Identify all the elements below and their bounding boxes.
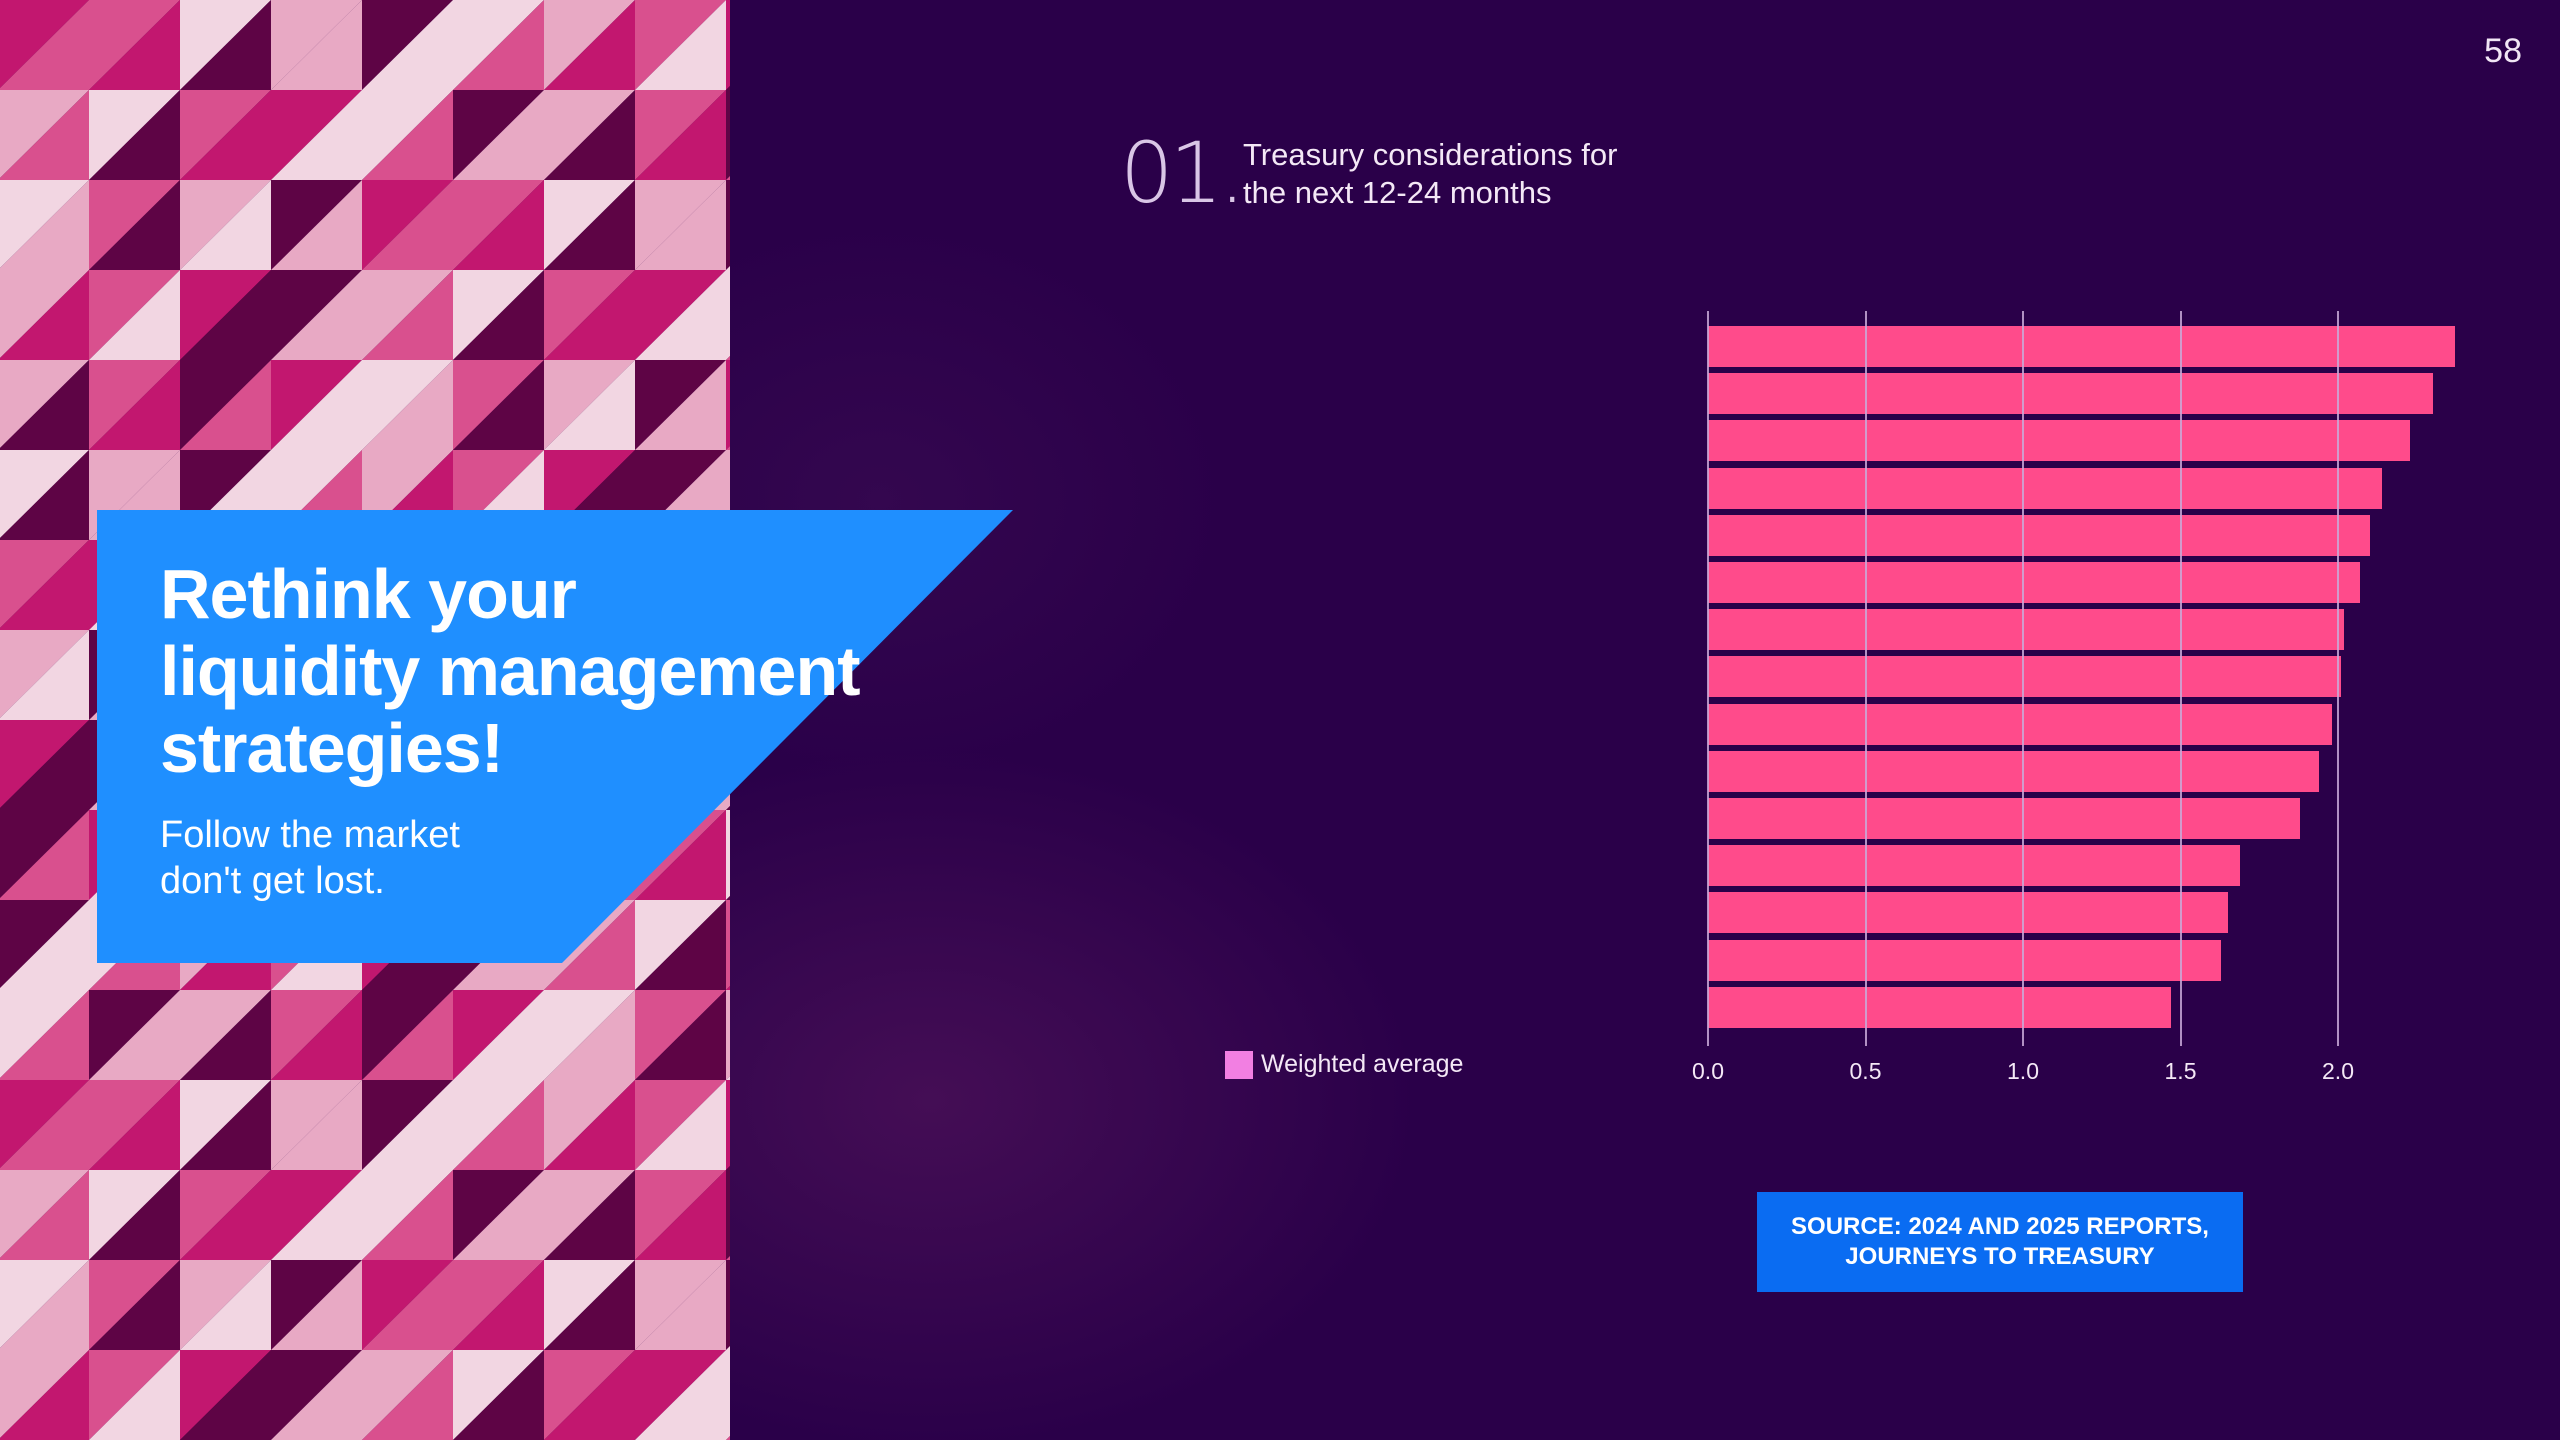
bar [1708,939,2222,981]
x-tick-label: 1.0 [2007,1058,2039,1084]
source-text: SOURCE: 2024 AND 2025 REPORTS, JOURNEYS … [1791,1213,2209,1270]
section-number: 01. [1120,124,1246,222]
chart-title: Treasury considerations for the next 12-… [1243,137,1618,210]
page-number: 58 [2484,32,2522,70]
gridline [2337,311,2339,1046]
bar [1708,703,2332,745]
gridline [1707,311,1709,1046]
chart-legend: Weighted average [1225,1050,1463,1079]
gridline [2022,311,2024,1046]
bar [1708,373,2433,415]
bar [1708,892,2228,934]
bar [1708,420,2411,462]
x-tick-label: 2.0 [2322,1058,2354,1084]
bar [1708,609,2345,651]
bar [1708,514,2370,556]
bar [1708,986,2172,1028]
bar [1708,326,2455,367]
hero-title: Rethink your liquidity management strate… [160,555,861,787]
bar [1708,562,2361,603]
legend-swatch [1225,1050,1253,1079]
x-tick-label: 0.0 [1692,1058,1724,1084]
x-tick-label: 0.5 [1849,1058,1882,1084]
bar [1708,656,2342,698]
legend-label: Weighted average [1261,1050,1464,1078]
gridline [2179,311,2182,1046]
gridline [1864,311,1867,1046]
bar [1708,750,2320,792]
bar [1708,845,2241,887]
bar [1708,467,2383,509]
x-tick-label: 1.5 [2164,1058,2197,1084]
bar [1708,798,2301,839]
source-box: SOURCE: 2024 AND 2025 REPORTS, JOURNEYS … [1757,1192,2243,1292]
hero-subtitle: Follow the market don't get lost. [160,814,460,902]
